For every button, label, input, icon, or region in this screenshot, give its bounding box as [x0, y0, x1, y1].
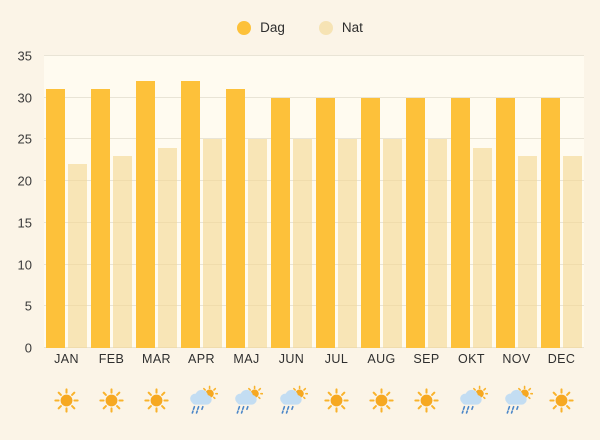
- sun-rain-icon-maj: [224, 382, 269, 418]
- month-label-dec: DEC: [547, 352, 576, 366]
- gridline-5: [44, 305, 584, 307]
- bar-nat-dec: [563, 156, 582, 348]
- bar-nat-jan: [68, 164, 87, 348]
- bar-group-maj: [224, 56, 269, 348]
- legend-item-nat: Nat: [318, 20, 363, 35]
- bar-nat-mar: [158, 147, 177, 348]
- y-tick-label-35: 35: [17, 48, 32, 64]
- bar-group-jan: [44, 56, 89, 348]
- bar-dag-dec: [541, 97, 560, 348]
- bar-group-aug: [359, 56, 404, 348]
- month-label-maj: MAJ: [233, 352, 260, 366]
- dag-color-dot-icon: [237, 20, 252, 35]
- sun-rain-icon-jun: [269, 382, 314, 418]
- bar-group-nov: [494, 56, 539, 348]
- bar-dag-feb: [91, 89, 110, 348]
- sun-icon-feb: [89, 382, 134, 418]
- bar-nat-sep: [428, 139, 447, 348]
- month-label-nov: NOV: [502, 352, 531, 366]
- month-label-sep: SEP: [413, 352, 440, 366]
- legend-label-dag: Dag: [260, 20, 285, 35]
- bar-dag-mar: [136, 81, 155, 348]
- bar-nat-nov: [518, 156, 537, 348]
- bar-dag-aug: [361, 97, 380, 348]
- x-axis-month-labels: JAN FEB MAR APR MAJ JUN JUL AUG SEP OKT NOV DEC: [44, 352, 584, 370]
- bar-dag-maj: [226, 89, 245, 348]
- bar-nat-okt: [473, 147, 492, 348]
- sun-icon-mar: [134, 382, 179, 418]
- nat-color-dot-icon: [318, 20, 333, 35]
- month-label-jun: JUN: [278, 352, 305, 366]
- y-axis: 0 5 10 15 20 25 30 35: [0, 49, 38, 356]
- month-label-jul: JUL: [324, 352, 349, 366]
- bar-nat-feb: [113, 156, 132, 348]
- gridline-15: [44, 221, 584, 223]
- sun-rain-icon-nov: [494, 382, 539, 418]
- bar-group-apr: [179, 56, 224, 348]
- gridline-0: [44, 347, 584, 348]
- bar-nat-jul: [338, 139, 357, 348]
- y-tick-label-10: 10: [17, 257, 32, 273]
- bar-dag-okt: [451, 97, 470, 348]
- y-tick-label-15: 15: [17, 215, 32, 231]
- month-label-apr: APR: [188, 352, 215, 366]
- bar-nat-maj: [248, 139, 267, 348]
- sun-icon-aug: [359, 382, 404, 418]
- gridline-30: [44, 96, 584, 98]
- y-tick-label-30: 30: [17, 90, 32, 106]
- sun-icon-jul: [314, 382, 359, 418]
- plot-area: [44, 55, 584, 348]
- month-label-mar: MAR: [142, 352, 171, 366]
- bar-nat-apr: [203, 139, 222, 348]
- bar-group-dec: [539, 56, 584, 348]
- gridline-35: [44, 55, 584, 56]
- month-label-aug: AUG: [367, 352, 396, 366]
- bar-group-sep: [404, 56, 449, 348]
- month-label-jan: JAN: [54, 352, 79, 366]
- gridline-10: [44, 263, 584, 265]
- month-label-okt: OKT: [458, 352, 485, 366]
- bar-dag-jun: [271, 97, 290, 348]
- bar-group-feb: [89, 56, 134, 348]
- bar-group-jun: [269, 56, 314, 348]
- bar-group-jul: [314, 56, 359, 348]
- bar-dag-jul: [316, 97, 335, 348]
- bar-groups: [44, 56, 584, 348]
- bar-nat-aug: [383, 139, 402, 348]
- bar-group-mar: [134, 56, 179, 348]
- legend-label-nat: Nat: [341, 20, 363, 35]
- bar-group-okt: [449, 56, 494, 348]
- y-tick-label-0: 0: [24, 340, 32, 356]
- sun-icon-dec: [539, 382, 584, 418]
- y-tick-label-25: 25: [17, 131, 32, 147]
- gridline-20: [44, 180, 584, 182]
- month-label-feb: FEB: [98, 352, 125, 366]
- y-tick-label-20: 20: [17, 173, 32, 189]
- y-tick-label-5: 5: [24, 298, 32, 314]
- bar-dag-apr: [181, 81, 200, 348]
- sun-icon-sep: [404, 382, 449, 418]
- sun-rain-icon-okt: [449, 382, 494, 418]
- weather-icons-row: [44, 382, 584, 418]
- gridline-25: [44, 138, 584, 140]
- legend-item-dag: Dag: [237, 20, 285, 35]
- chart-legend: Dag Nat: [0, 20, 600, 35]
- sun-icon-jan: [44, 382, 89, 418]
- bar-nat-jun: [293, 139, 312, 348]
- bar-dag-jan: [46, 89, 65, 348]
- bar-dag-sep: [406, 97, 425, 348]
- sun-rain-icon-apr: [179, 382, 224, 418]
- bar-dag-nov: [496, 97, 515, 348]
